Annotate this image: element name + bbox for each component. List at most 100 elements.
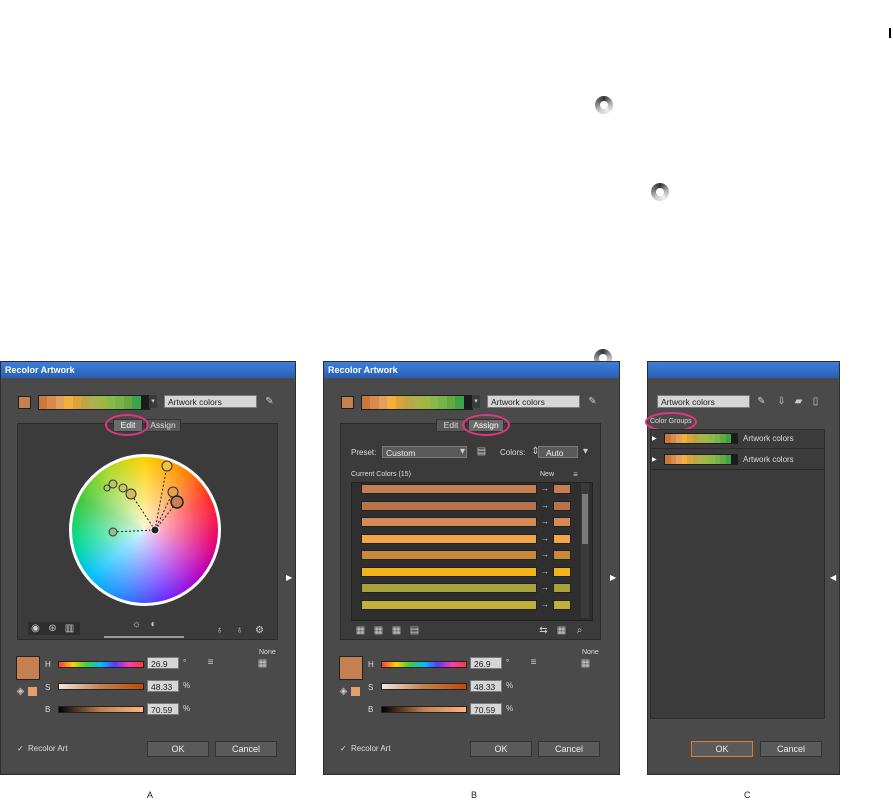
- ok-button[interactable]: OK: [470, 741, 532, 757]
- assign-arrow-icon[interactable]: →: [541, 517, 549, 526]
- current-color-bar[interactable]: [361, 550, 537, 560]
- strip-dropdown-button[interactable]: ▾: [149, 395, 157, 408]
- brightness-value-slider[interactable]: [58, 706, 144, 713]
- merge-colors-icon[interactable]: ▦: [355, 625, 366, 636]
- cancel-button[interactable]: Cancel: [215, 741, 277, 757]
- smooth-wheel-icon[interactable]: ◉: [31, 623, 40, 634]
- cancel-button[interactable]: Cancel: [538, 741, 600, 757]
- group-name-field[interactable]: Artwork colors: [487, 395, 580, 408]
- color-mode-menu-icon[interactable]: ≡: [207, 657, 214, 668]
- expand-arrow-icon[interactable]: ◀: [830, 573, 837, 582]
- assign-arrow-icon[interactable]: →: [541, 533, 549, 543]
- eyedropper-icon[interactable]: ✎: [588, 396, 597, 407]
- saturation-icon[interactable]: ◐: [150, 619, 157, 630]
- hue-slider[interactable]: [58, 661, 144, 668]
- current-color-bar[interactable]: [361, 517, 537, 527]
- cube-icon[interactable]: ◈: [16, 686, 25, 697]
- color-group-strip[interactable]: [361, 395, 473, 410]
- tab-assign[interactable]: Assign: [145, 419, 181, 432]
- assign-arrow-icon[interactable]: →: [541, 550, 549, 559]
- assign-arrow-icon[interactable]: →: [541, 484, 549, 493]
- new-color-swatch[interactable]: [553, 500, 571, 511]
- disclosure-triangle-icon[interactable]: ▶: [652, 457, 657, 463]
- cancel-button[interactable]: Cancel: [760, 741, 822, 757]
- colors-stepper-icon[interactable]: ⇕: [531, 446, 540, 457]
- recolor-checkbox[interactable]: ✓: [340, 744, 347, 753]
- s-input[interactable]: 48.33: [470, 680, 502, 692]
- new-color-swatch[interactable]: [553, 517, 571, 527]
- h-input[interactable]: 26.9: [470, 657, 502, 669]
- colors-dropdown-arrow[interactable]: ▾: [582, 446, 589, 457]
- eyedropper-icon[interactable]: ✎: [265, 396, 274, 407]
- saturation-slider[interactable]: [58, 683, 144, 690]
- new-color-swatch[interactable]: [553, 599, 571, 610]
- expand-arrow-icon[interactable]: ▶: [610, 573, 617, 582]
- colors-select[interactable]: Auto: [538, 446, 578, 458]
- assign-arrow-icon[interactable]: →: [541, 566, 549, 576]
- s-input[interactable]: 48.33: [147, 680, 179, 692]
- new-column-menu-icon[interactable]: ≡: [573, 470, 578, 479]
- ok-button[interactable]: OK: [691, 741, 753, 757]
- current-color-bar[interactable]: [361, 583, 537, 593]
- cube-icon[interactable]: ◈: [339, 686, 348, 697]
- group-name-field[interactable]: Artwork colors: [657, 395, 750, 408]
- randomize-saturation-icon[interactable]: ▦: [556, 625, 567, 636]
- eyedropper-icon[interactable]: ✎: [757, 396, 766, 407]
- new-row-icon[interactable]: ▤: [409, 625, 420, 636]
- disclosure-triangle-icon[interactable]: ▶: [652, 436, 657, 442]
- color-library-icon[interactable]: ▦: [257, 658, 268, 669]
- brightness-value-slider[interactable]: [381, 706, 467, 713]
- new-color-swatch[interactable]: [553, 533, 571, 544]
- current-color-swatch[interactable]: [18, 396, 31, 409]
- color-reduction-options-icon[interactable]: ▤: [476, 446, 487, 457]
- find-color-icon[interactable]: ⌕: [576, 625, 583, 636]
- list-scrollbar[interactable]: [581, 483, 589, 618]
- save-changes-icon[interactable]: ⇩: [777, 396, 786, 407]
- color-group-strip[interactable]: [38, 395, 150, 410]
- current-color-bar[interactable]: [361, 599, 537, 610]
- group-name-field[interactable]: Artwork colors: [164, 395, 257, 408]
- preset-select[interactable]: Custom: [382, 446, 467, 458]
- new-group-folder-icon[interactable]: ▰: [794, 396, 803, 407]
- current-color-bar[interactable]: [361, 484, 537, 494]
- recolor-dialog-b: Recolor Artwork ▾ Artwork colors ✎ Edit …: [323, 361, 620, 775]
- link-harmony-icon[interactable]: ⚙: [255, 625, 264, 636]
- color-wheel-handles[interactable]: [69, 454, 221, 606]
- color-library-icon[interactable]: ▦: [580, 658, 591, 669]
- current-color-swatch[interactable]: [341, 396, 354, 409]
- add-color-tool-icon[interactable]: ♁: [215, 625, 224, 636]
- new-color-swatch[interactable]: [553, 566, 571, 577]
- preset-dropdown-arrow[interactable]: ▾: [459, 446, 466, 457]
- brightness-slider[interactable]: [104, 636, 184, 638]
- current-color-bar[interactable]: [361, 533, 537, 544]
- brightness-icon[interactable]: ☼: [131, 619, 142, 630]
- group-row[interactable]: [651, 430, 824, 449]
- b-input[interactable]: 70.59: [470, 703, 502, 715]
- group-row[interactable]: [651, 451, 824, 470]
- assign-arrow-icon[interactable]: →: [541, 599, 549, 609]
- assign-arrow-icon[interactable]: →: [541, 500, 549, 510]
- current-color-bar[interactable]: [361, 566, 537, 577]
- hue-slider[interactable]: [381, 661, 467, 668]
- color-bars-icon[interactable]: ▥: [64, 623, 75, 634]
- separate-colors-icon[interactable]: ▦: [373, 625, 384, 636]
- remove-color-tool-icon[interactable]: ♁: [235, 625, 244, 636]
- randomize-order-icon[interactable]: ⇆: [539, 625, 548, 636]
- b-input[interactable]: 70.59: [147, 703, 179, 715]
- new-color-swatch[interactable]: [553, 484, 571, 494]
- color-mode-menu-icon[interactable]: ≡: [530, 657, 537, 668]
- scroll-thumb[interactable]: [582, 494, 588, 544]
- current-color-bar[interactable]: [361, 500, 537, 511]
- h-input[interactable]: 26.9: [147, 657, 179, 669]
- ok-button[interactable]: OK: [147, 741, 209, 757]
- expand-arrow-icon[interactable]: ▶: [286, 573, 293, 582]
- new-color-swatch[interactable]: [553, 550, 571, 560]
- strip-dropdown-button[interactable]: ▾: [472, 395, 480, 408]
- new-color-swatch[interactable]: [553, 583, 571, 593]
- recolor-checkbox[interactable]: ✓: [17, 744, 24, 753]
- assign-arrow-icon[interactable]: →: [541, 583, 549, 592]
- exclude-colors-icon[interactable]: ▦: [391, 625, 402, 636]
- delete-trash-icon[interactable]: ▯: [812, 396, 819, 407]
- saturation-slider[interactable]: [381, 683, 467, 690]
- segmented-wheel-icon[interactable]: ⊛: [48, 623, 57, 634]
